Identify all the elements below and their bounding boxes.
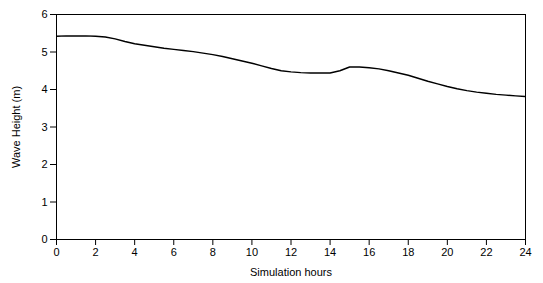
- svg-text:22: 22: [480, 246, 492, 258]
- svg-text:0: 0: [41, 233, 47, 245]
- svg-text:5: 5: [41, 46, 47, 58]
- svg-text:1: 1: [41, 196, 47, 208]
- svg-text:Wave Height (m): Wave Height (m): [10, 86, 22, 168]
- svg-text:10: 10: [246, 246, 258, 258]
- svg-text:Simulation hours: Simulation hours: [250, 266, 332, 278]
- svg-text:0: 0: [53, 246, 59, 258]
- svg-text:6: 6: [171, 246, 177, 258]
- svg-text:24: 24: [519, 246, 531, 258]
- svg-text:2: 2: [41, 158, 47, 170]
- svg-text:6: 6: [41, 8, 47, 20]
- svg-text:8: 8: [210, 246, 216, 258]
- svg-text:14: 14: [324, 246, 336, 258]
- svg-text:16: 16: [363, 246, 375, 258]
- svg-text:4: 4: [41, 83, 47, 95]
- svg-text:3: 3: [41, 121, 47, 133]
- svg-text:2: 2: [93, 246, 99, 258]
- svg-text:18: 18: [402, 246, 414, 258]
- svg-text:20: 20: [441, 246, 453, 258]
- svg-text:12: 12: [285, 246, 297, 258]
- svg-text:4: 4: [132, 246, 138, 258]
